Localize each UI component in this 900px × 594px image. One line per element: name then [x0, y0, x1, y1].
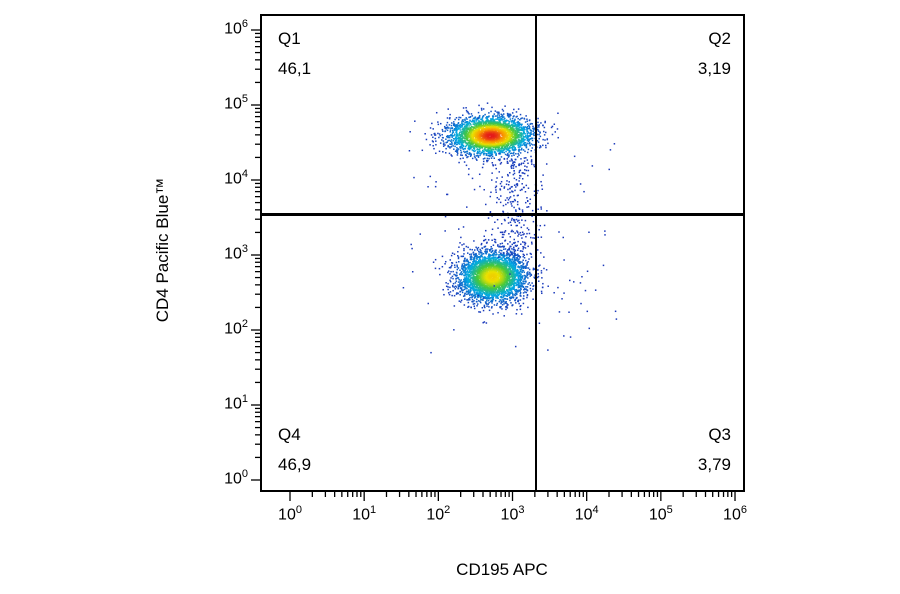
y-tick-label: 105 — [224, 93, 248, 113]
quadrant-gate-vertical-line — [535, 16, 537, 490]
y-axis-label: CD4 Pacific Blue™ — [153, 177, 172, 323]
plot-area: Q1 46,1 Q2 3,19 Q4 46,9 Q3 3,79 — [260, 14, 745, 492]
y-tick-label: 104 — [224, 168, 248, 188]
quadrant-stat-q3: Q3 3,79 — [698, 420, 731, 480]
quadrant-stat-q1: Q1 46,1 — [278, 24, 311, 84]
quadrant-gate-horizontal-line — [262, 213, 743, 216]
y-tick-label: 100 — [224, 468, 248, 488]
q2-label: Q2 — [708, 29, 731, 48]
quadrant-stat-q2: Q2 3,19 — [698, 24, 731, 84]
x-tick-label: 100 — [278, 504, 302, 524]
q3-percentage: 3,79 — [697, 455, 731, 474]
q4-percentage: 46,9 — [278, 455, 312, 474]
q1-percentage: 46,1 — [278, 59, 312, 78]
y-tick-label: 101 — [224, 393, 248, 413]
y-tick-label: 103 — [224, 243, 248, 263]
x-tick-label: 101 — [352, 504, 377, 524]
q4-label: Q4 — [278, 425, 301, 444]
x-tick-label: 105 — [648, 504, 673, 524]
y-tick-label: 106 — [224, 18, 248, 38]
x-tick-label: 102 — [426, 504, 451, 524]
scatter-points-canvas — [262, 16, 743, 490]
x-tick-label: 104 — [574, 504, 599, 524]
x-tick-label: 103 — [500, 504, 525, 524]
q1-label: Q1 — [278, 29, 301, 48]
q2-percentage: 3,19 — [697, 59, 731, 78]
quadrant-stat-q4: Q4 46,9 — [278, 420, 311, 480]
x-tick-label: 106 — [723, 504, 747, 524]
x-axis-label: CD195 APC — [456, 560, 548, 579]
q3-label: Q3 — [708, 425, 731, 444]
y-tick-label: 102 — [224, 318, 248, 338]
